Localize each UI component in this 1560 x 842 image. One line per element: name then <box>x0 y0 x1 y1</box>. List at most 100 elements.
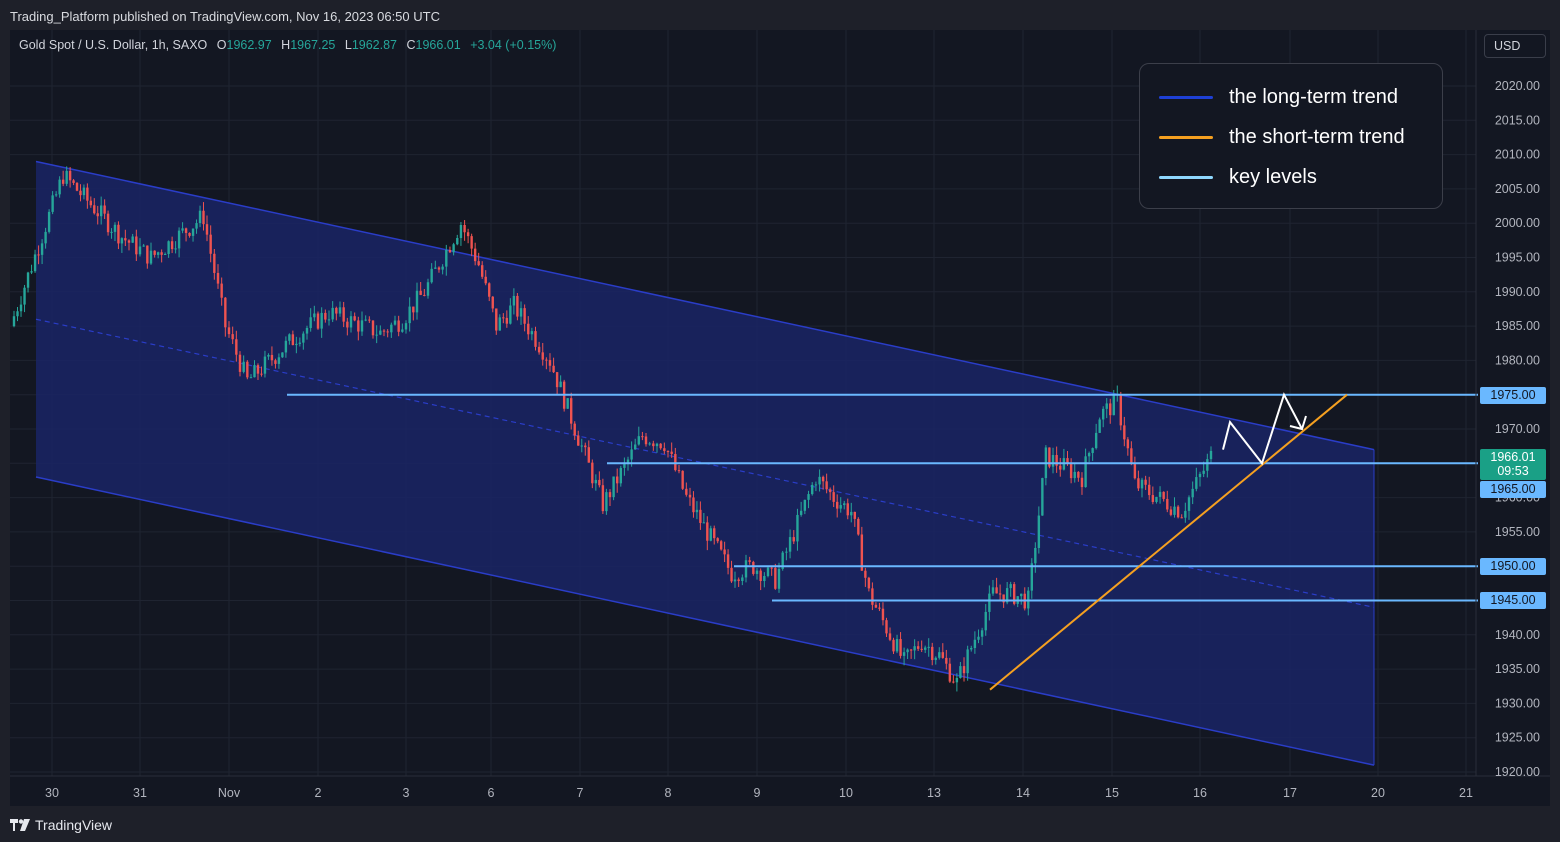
x-tick-label: 30 <box>45 786 59 800</box>
candle-body <box>1059 465 1062 470</box>
candle-body <box>298 342 302 344</box>
symbol-legend[interactable]: Gold Spot / U.S. Dollar, 1h, SAXO O1962.… <box>19 38 556 52</box>
candle-body <box>630 449 633 460</box>
candle-body <box>498 317 501 331</box>
candle-body <box>277 357 281 364</box>
candle-body <box>320 312 323 329</box>
candle-body <box>716 538 719 542</box>
candle-body <box>523 308 526 324</box>
candle-body <box>202 210 205 225</box>
y-tick-label: 1985.00 <box>1495 319 1540 333</box>
candle-body <box>249 377 253 379</box>
candle-body <box>766 567 770 577</box>
candle-body <box>1041 478 1044 516</box>
candle-body <box>335 307 338 314</box>
candle-body <box>839 505 842 509</box>
candle-body <box>16 311 19 317</box>
candle-body <box>846 503 849 516</box>
candle-body <box>788 537 792 552</box>
candle-body <box>1013 584 1016 604</box>
currency-button[interactable]: USD <box>1484 34 1546 58</box>
candle-body <box>459 224 463 239</box>
x-tick-label: 14 <box>1016 786 1030 800</box>
candle-body <box>512 295 516 306</box>
x-tick-label: 21 <box>1459 786 1473 800</box>
candle-body <box>885 620 888 634</box>
candle-body <box>338 307 342 314</box>
candle-body <box>58 179 61 195</box>
x-tick-label: 10 <box>839 786 853 800</box>
candle-body <box>1102 408 1105 420</box>
candle-body <box>759 570 762 581</box>
candle-body <box>744 560 748 578</box>
candle-body <box>364 319 367 321</box>
candle-body <box>1034 547 1037 564</box>
candle-body <box>616 476 619 484</box>
candle-body <box>379 330 382 335</box>
candle-body <box>246 361 249 378</box>
candle-body <box>763 576 766 581</box>
candle-body <box>916 646 920 649</box>
candle-body <box>331 307 334 320</box>
candle-body <box>1173 506 1176 515</box>
candle-body <box>770 567 773 569</box>
candle-body <box>777 568 781 589</box>
candle-body <box>184 228 188 233</box>
candle-body <box>131 236 134 243</box>
candle-body <box>488 283 491 297</box>
candle-body <box>375 334 378 336</box>
candle-body <box>991 587 995 594</box>
candle-body <box>313 313 316 318</box>
candle-body <box>153 250 156 255</box>
candle-body <box>1198 473 1202 478</box>
candle-body <box>755 570 759 574</box>
candle-body <box>931 646 934 661</box>
candle-body <box>902 652 906 656</box>
y-tick-label: 1955.00 <box>1495 525 1540 539</box>
candle-body <box>570 398 573 424</box>
candle-body <box>170 241 174 250</box>
y-tick-label: 2000.00 <box>1495 216 1540 230</box>
candle-body <box>811 484 814 495</box>
candle-body <box>566 398 569 409</box>
candle-body <box>864 570 867 578</box>
brand-name: TradingView <box>35 817 113 833</box>
candle-body <box>106 213 110 233</box>
trend-legend: the long-term trend the short-term trend… <box>1139 63 1443 209</box>
channel-lower-line <box>35 476 1375 766</box>
candle-body <box>54 194 58 196</box>
candle-body <box>995 587 998 594</box>
short-term-swatch <box>1159 136 1213 139</box>
candle-body <box>530 331 534 335</box>
candle-body <box>828 489 832 493</box>
level-tag-1950: 1950.00 <box>1480 558 1546 575</box>
candle-body <box>82 187 86 196</box>
candle-body <box>644 436 648 445</box>
candle-body <box>980 630 984 637</box>
candle-body <box>781 552 784 569</box>
candle-body <box>655 443 659 447</box>
candle-body <box>284 340 288 353</box>
candle-body <box>324 312 327 320</box>
candle-body <box>1148 484 1151 496</box>
candle-body <box>1180 517 1183 519</box>
tradingview-brand[interactable]: TradingView <box>10 817 112 833</box>
candle-body <box>541 352 544 360</box>
candle-body <box>163 254 167 256</box>
candle-body <box>160 252 163 255</box>
candle-body <box>681 470 684 489</box>
candle-body <box>1137 478 1140 489</box>
candle-body <box>1066 458 1069 464</box>
candle-body <box>174 248 177 250</box>
candle-body <box>205 224 209 235</box>
short-term-trend-line <box>989 393 1348 691</box>
candle-body <box>1109 403 1112 416</box>
projection-arrow-head <box>1289 415 1307 431</box>
candle-body <box>1133 464 1137 479</box>
candle-body <box>224 297 227 328</box>
tradingview-logo-icon <box>10 819 30 831</box>
candle-body <box>1151 495 1155 502</box>
y-tick-label: 2010.00 <box>1495 148 1540 162</box>
candle-body <box>1144 479 1147 485</box>
